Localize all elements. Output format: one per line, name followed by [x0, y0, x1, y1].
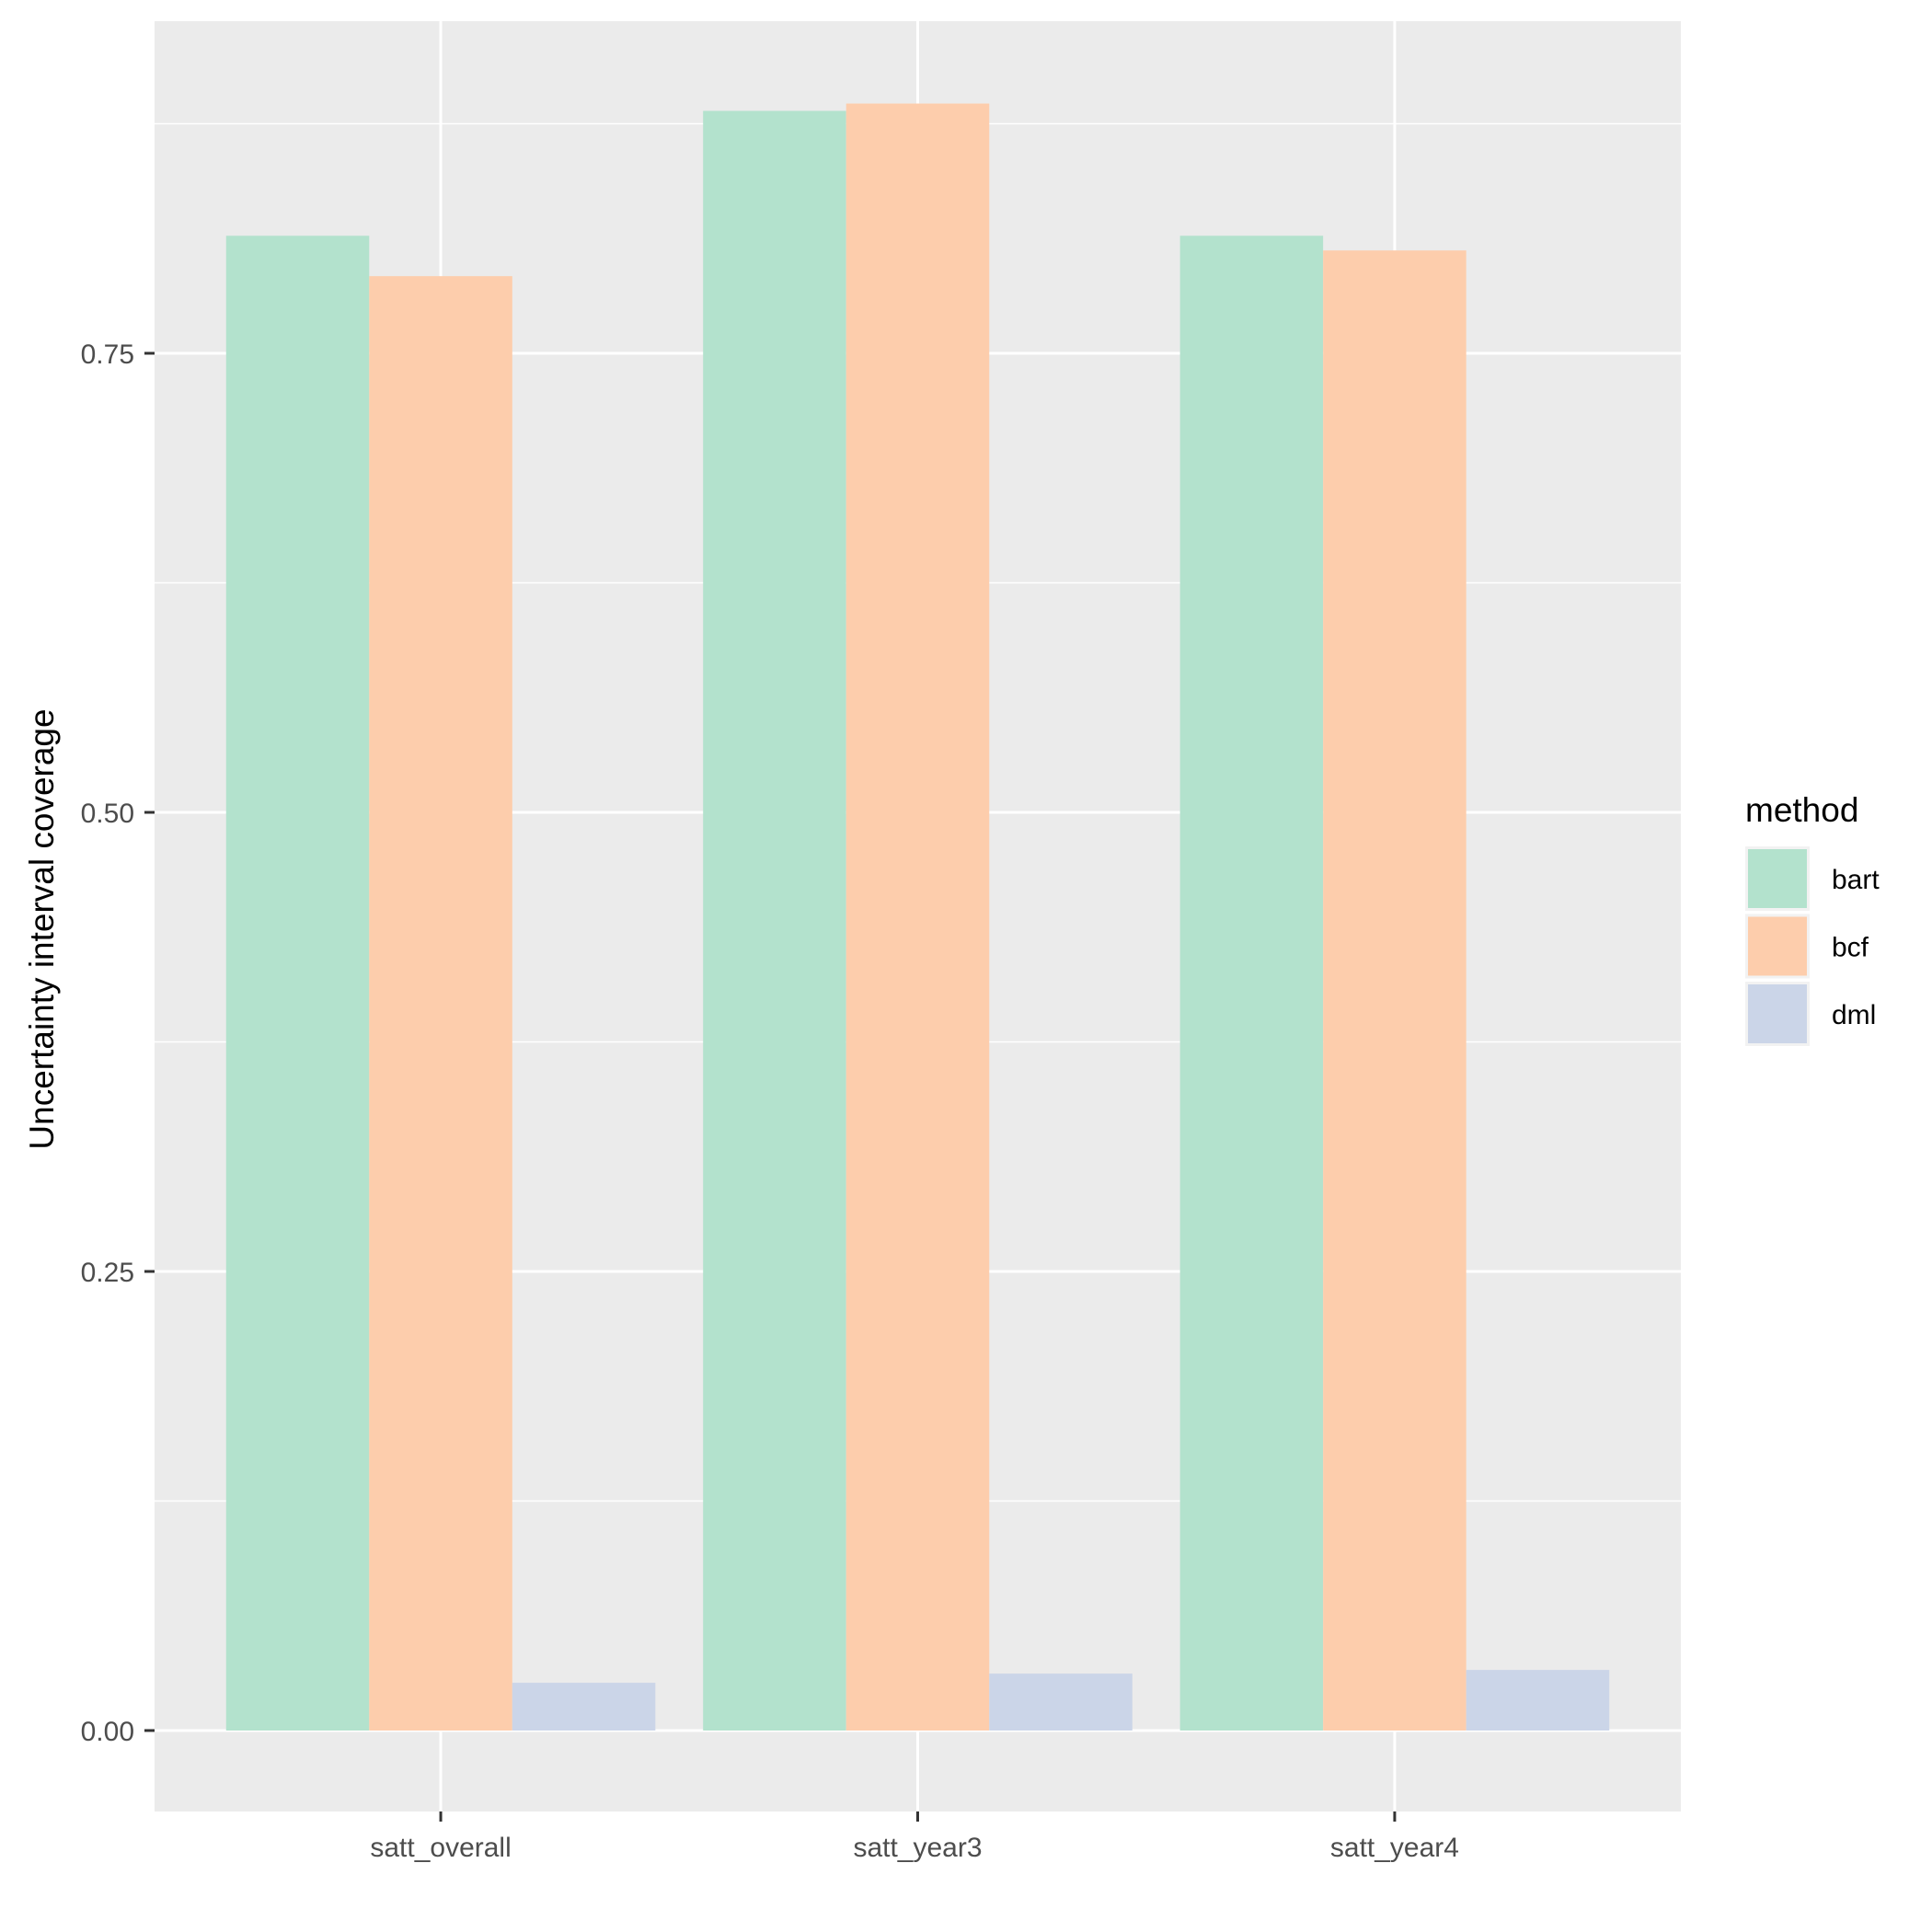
legend: method bart bcf dml — [1745, 791, 1880, 1046]
bars — [225, 103, 1610, 1731]
y-axis: 0.00 0.25 0.50 0.75 — [81, 339, 155, 1747]
y-axis-title: Uncertainty interval coverage — [23, 708, 61, 1149]
x-axis: satt_overall satt_year3 satt_year4 — [370, 1811, 1459, 1863]
y-tick-label: 0.25 — [81, 1258, 134, 1288]
x-tick-label: satt_year4 — [1330, 1833, 1459, 1863]
bar-bcf-satt_year4 — [1323, 250, 1466, 1731]
x-tick-label: satt_year3 — [853, 1833, 982, 1863]
legend-title: method — [1745, 791, 1858, 829]
bar-bart-satt_year3 — [703, 110, 846, 1731]
bar-bcf-satt_overall — [369, 276, 512, 1731]
legend-label-bcf: bcf — [1832, 933, 1869, 963]
legend-swatch-dml — [1748, 984, 1807, 1043]
bar-bart-satt_overall — [225, 236, 370, 1731]
bar-dml-satt_year3 — [989, 1673, 1133, 1731]
legend-label-dml: dml — [1832, 1000, 1876, 1030]
legend-swatch-bcf — [1748, 916, 1807, 976]
y-tick-label: 0.00 — [81, 1717, 134, 1747]
bar-dml-satt_year4 — [1466, 1670, 1610, 1731]
legend-swatch-bart — [1748, 849, 1807, 908]
bar-bart-satt_year4 — [1179, 236, 1324, 1731]
x-tick-label: satt_overall — [370, 1833, 511, 1863]
bar-dml-satt_overall — [512, 1683, 656, 1731]
legend-label-bart: bart — [1832, 865, 1880, 895]
y-tick-label: 0.50 — [81, 799, 134, 829]
y-tick-label: 0.75 — [81, 339, 134, 370]
bar-bcf-satt_year3 — [845, 103, 990, 1731]
